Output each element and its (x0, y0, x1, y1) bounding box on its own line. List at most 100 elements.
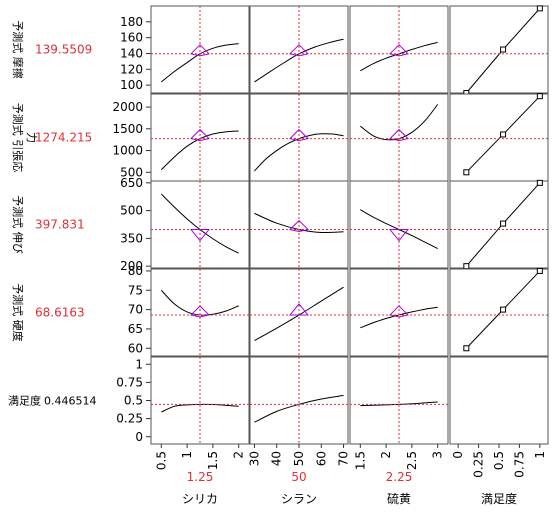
y-tick-label: 500 (120, 165, 143, 179)
panel-r0-c3 (449, 5, 549, 96)
y-tick-label: 100 (120, 78, 143, 92)
y-tick-label: 120 (120, 62, 143, 76)
panel-frame (449, 5, 549, 94)
x-tick-label: 2 (379, 451, 393, 459)
panel-r4-c0 (150, 356, 250, 445)
panel-r2-c1 (249, 180, 349, 269)
x-tick-label: 0.25 (472, 451, 486, 478)
y-tick-label: 0 (135, 430, 143, 444)
x-tick-label: 3 (431, 451, 445, 459)
desirability-point[interactable] (536, 93, 543, 100)
current-value-marker[interactable] (388, 229, 410, 242)
panel-frame (449, 180, 549, 269)
panel-r4-c2 (349, 356, 449, 445)
row-label: 予測式 摩擦 (11, 20, 25, 79)
panel-frame (449, 268, 549, 357)
panel-r2-c3 (449, 179, 549, 270)
panel-frame (449, 356, 549, 445)
current-value-marker[interactable] (389, 305, 409, 318)
y-tick-label: 140 (120, 46, 143, 60)
desirability-point[interactable] (536, 179, 543, 186)
desirability-point[interactable] (536, 5, 543, 12)
y-tick-label: 60 (128, 341, 143, 355)
y-tick-label: 0.75 (116, 375, 143, 389)
column-1: 30 40 50 60 70 50 シラン (247, 444, 351, 506)
row-3: 予測式 硬度 68.6163 60 65 70 75 80 (11, 264, 151, 355)
y-tick-label: 650 (120, 176, 143, 190)
panel-r2-c0 (150, 180, 250, 269)
x-tick-label: 50 (292, 451, 306, 466)
current-value-marker[interactable] (288, 303, 310, 316)
response-value: 68.6163 (35, 306, 85, 320)
current-value-marker[interactable] (189, 229, 211, 242)
desirability-point[interactable] (500, 220, 507, 227)
x-tick-label: 1.5 (353, 451, 367, 470)
panel-r1-c2 (349, 93, 449, 182)
current-value-marker[interactable] (289, 219, 309, 233)
row-2: 予測式 伸び 397.831 200 350 500 650 (11, 176, 151, 273)
row-label: 予測式 引張応 (11, 103, 25, 173)
current-value-marker[interactable] (389, 128, 409, 142)
y-tick-label: 0.25 (116, 412, 143, 426)
current-value-marker[interactable] (190, 128, 210, 142)
desirability-point[interactable] (536, 267, 543, 274)
panel-r3-c0 (150, 268, 250, 357)
y-tick-label: 65 (128, 322, 143, 336)
factor-value[interactable]: 1.25 (187, 470, 214, 484)
row-label: 満足度 (8, 394, 41, 408)
column-3: 0 0.25 0.5 0.75 1 満足度 (451, 444, 547, 506)
factor-name: 硫黄 (387, 491, 411, 506)
factor-name: シリカ (182, 492, 218, 506)
panel-r0-c1 (249, 5, 349, 94)
y-tick-label: 200 (120, 259, 143, 273)
row-label: 予測式 伸び (11, 195, 25, 254)
response-value: 397.831 (35, 218, 85, 232)
current-value-marker[interactable] (190, 305, 210, 318)
desirability-point[interactable] (500, 131, 507, 138)
panel-r4-c3 (449, 356, 549, 445)
desirability-point[interactable] (463, 169, 470, 176)
factor-value[interactable]: 50 (291, 470, 306, 484)
x-tick-label: 0.5 (492, 451, 506, 470)
x-tick-label: 0.5 (154, 451, 168, 470)
y-tick-label: 2000 (112, 100, 143, 114)
x-tick-label: 2 (232, 451, 246, 459)
row-4: 満足度 0.446514 0 0.25 0.5 0.75 1 (8, 357, 151, 444)
current-value-marker[interactable] (190, 44, 210, 57)
desirability-point[interactable] (500, 306, 507, 313)
current-value-marker[interactable] (389, 44, 409, 57)
x-tick-label: 1 (533, 451, 547, 459)
y-tick-label: 80 (128, 264, 143, 278)
current-value-marker[interactable] (289, 44, 309, 57)
panel-r3-c3 (449, 267, 549, 357)
y-tick-label: 180 (120, 15, 143, 29)
y-tick-label: 1500 (112, 122, 143, 136)
panel-r4-c1 (249, 356, 349, 445)
y-tick-label: 1 (135, 357, 143, 371)
panel-r0-c0 (150, 5, 250, 94)
x-tick-label: 30 (247, 451, 261, 466)
response-value: 139.5509 (35, 43, 92, 57)
desirability-point[interactable] (463, 263, 470, 270)
desirability-point[interactable] (500, 46, 507, 53)
panel-r0-c2 (349, 5, 449, 94)
panel-r3-c1 (249, 268, 349, 357)
row-label: 予測式 硬度 (11, 283, 25, 342)
x-tick-label: 60 (314, 451, 328, 466)
desirability-point[interactable] (463, 345, 470, 352)
y-tick-label: 1000 (112, 144, 143, 158)
x-tick-label: 1 (180, 451, 194, 459)
factor-value[interactable]: 2.25 (386, 470, 413, 484)
x-tick-label: 2.5 (405, 451, 419, 470)
panel-r2-c2 (349, 180, 449, 269)
x-tick-label: 0.75 (512, 451, 526, 478)
response-value: 0.446514 (44, 395, 97, 408)
column-0: 0.5 1 1.5 2 1.25 シリカ (154, 444, 246, 506)
panel-r1-c0 (150, 93, 250, 182)
panel-frame (449, 93, 549, 182)
current-value-marker[interactable] (289, 128, 309, 142)
response-value: 1274.215 (35, 131, 92, 145)
